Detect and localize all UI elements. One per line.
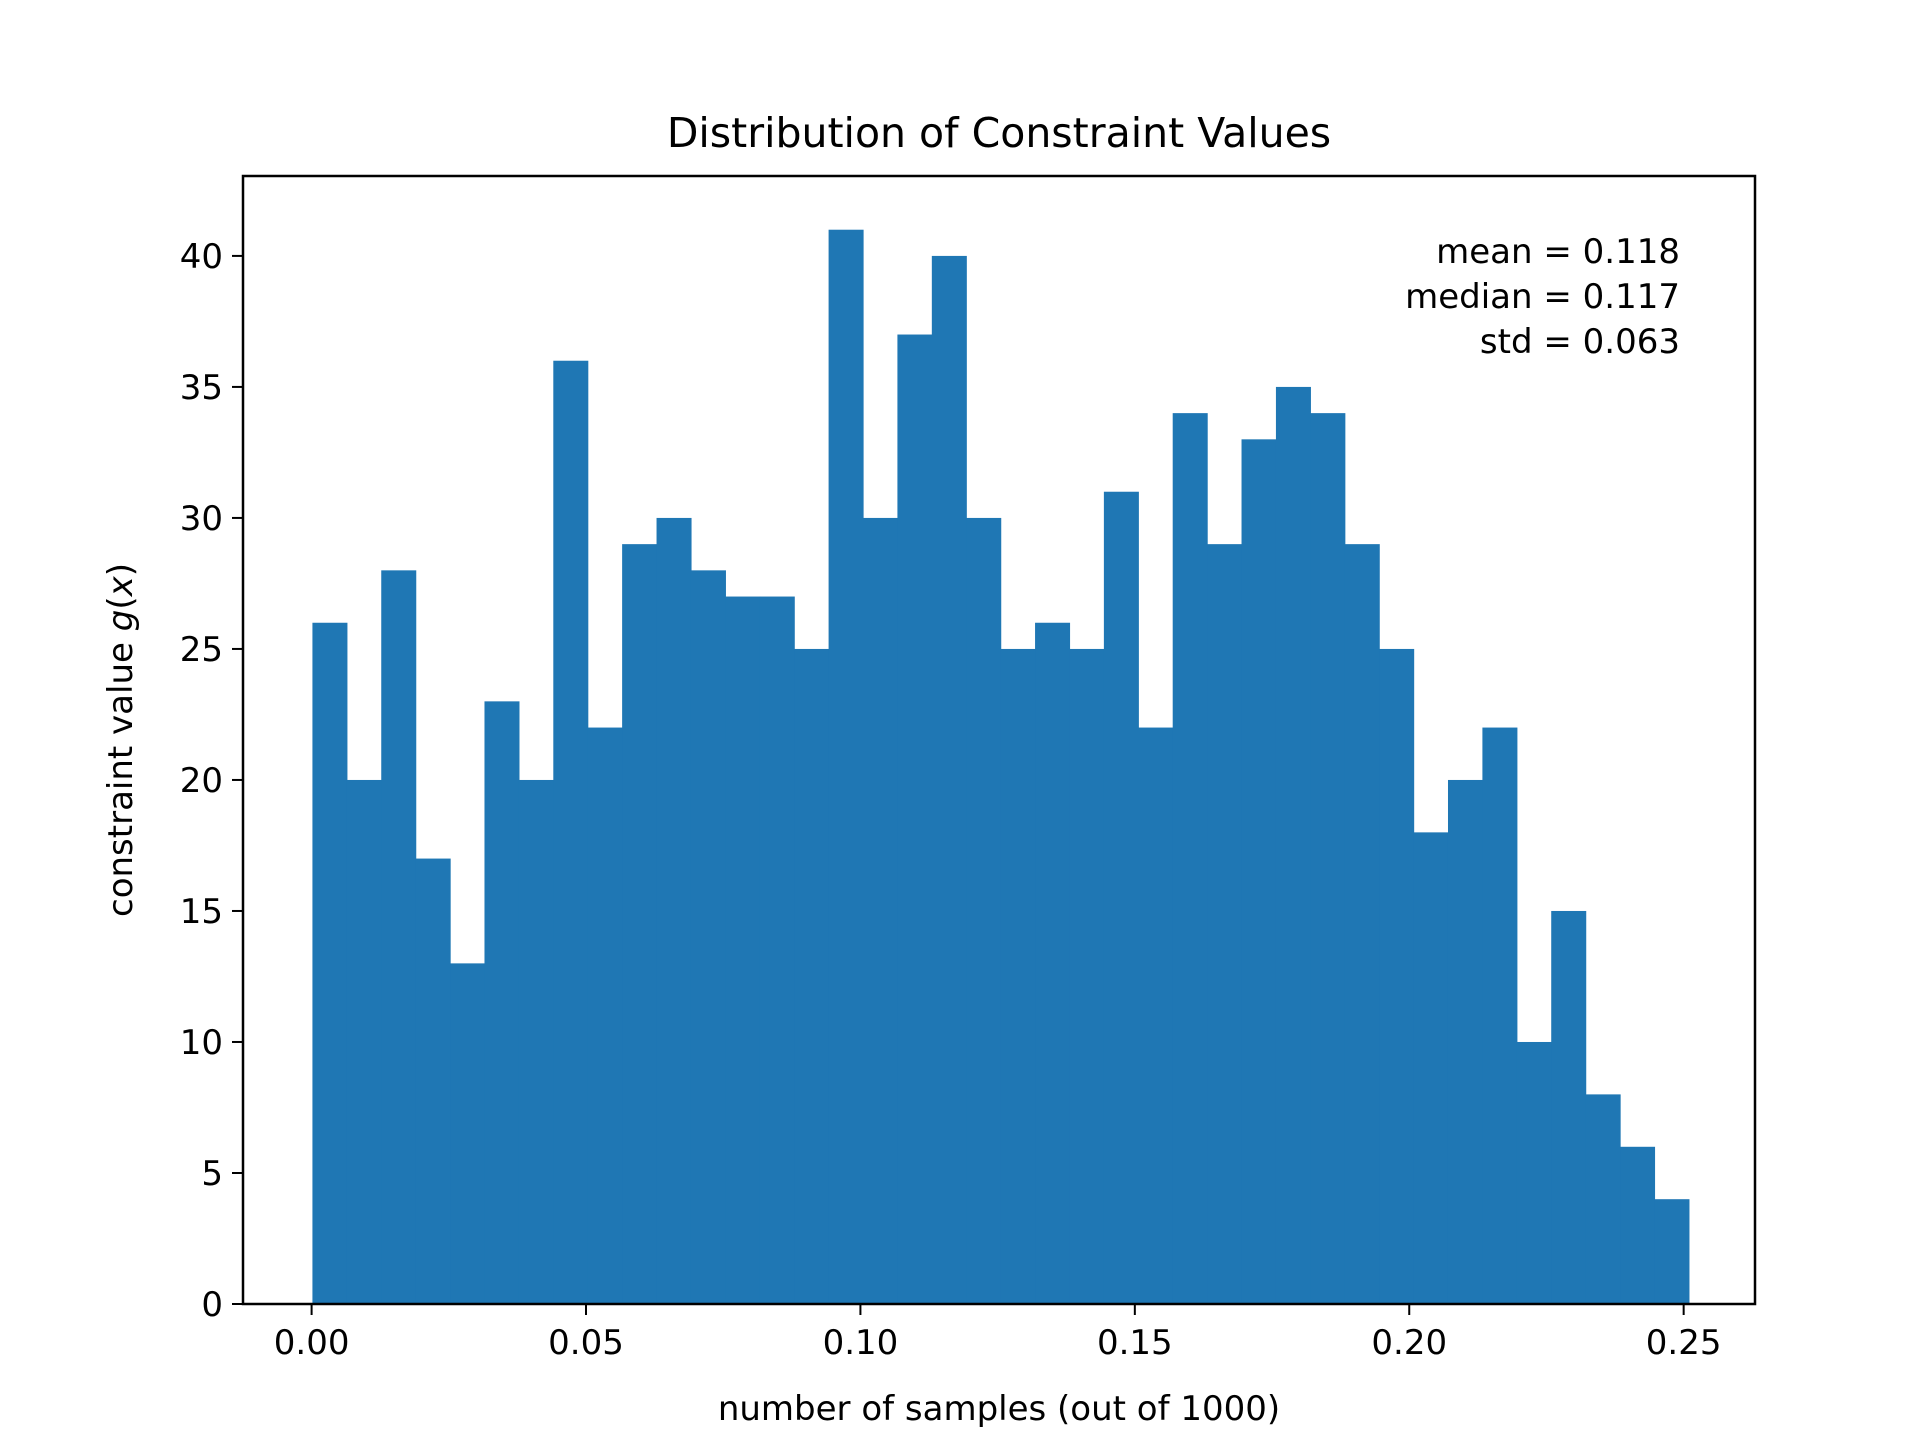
histogram-bar <box>518 779 554 1304</box>
y-axis-label-paren-close: ) <box>101 563 141 576</box>
histogram-bar <box>1551 910 1587 1304</box>
y-axis-label: constraint value g(x) <box>101 563 141 917</box>
histogram-bar <box>1620 1146 1656 1304</box>
y-tick-label: 10 <box>180 1023 223 1063</box>
y-tick-label: 0 <box>201 1285 223 1325</box>
stats-annotation: mean = 0.118 median = 0.117 std = 0.063 <box>1405 232 1680 362</box>
histogram-bar <box>1172 413 1208 1304</box>
histogram-bar <box>553 360 589 1304</box>
y-axis-label-math-x: x <box>101 575 141 597</box>
histogram-bar <box>484 701 520 1304</box>
histogram-bar <box>1069 648 1105 1304</box>
y-axis-label-prefix: constraint value <box>101 631 141 917</box>
chart-title: Distribution of Constraint Values <box>667 109 1331 157</box>
histogram-bar <box>1103 491 1139 1304</box>
histogram-bar <box>828 229 864 1305</box>
histogram-bar <box>966 517 1002 1304</box>
histogram-bar <box>1654 1199 1690 1304</box>
y-tick-label: 35 <box>180 368 223 408</box>
histogram-bar <box>1344 544 1380 1304</box>
y-axis-ticks: 0 5 10 15 20 25 30 35 40 <box>180 237 243 1325</box>
x-tick-label: 0.15 <box>1097 1323 1173 1363</box>
x-axis-label: number of samples (out of 1000) <box>718 1389 1280 1429</box>
stat-mean: mean = 0.118 <box>1436 232 1680 272</box>
histogram-bar <box>897 334 933 1304</box>
histogram-bars <box>312 229 1690 1305</box>
x-tick-label: 0.20 <box>1371 1323 1447 1363</box>
histogram-bar <box>863 517 899 1304</box>
histogram-bar <box>415 858 451 1304</box>
histogram-bar <box>931 255 967 1304</box>
histogram-bar <box>1516 1041 1552 1304</box>
x-axis-ticks: 0.00 0.05 0.10 0.15 0.20 0.25 <box>274 1304 1722 1363</box>
histogram-bar <box>690 570 726 1304</box>
y-tick-label: 40 <box>180 237 223 277</box>
x-tick-label: 0.05 <box>548 1323 624 1363</box>
y-axis-label-math-g: g <box>101 610 141 632</box>
x-tick-label: 0.25 <box>1646 1323 1722 1363</box>
histogram-bar <box>381 570 417 1304</box>
histogram-bar <box>1000 648 1036 1304</box>
stat-median: median = 0.117 <box>1405 277 1680 317</box>
x-tick-label: 0.00 <box>274 1323 350 1363</box>
histogram-bar <box>1413 832 1449 1304</box>
histogram-bar <box>759 596 795 1304</box>
histogram-bar <box>1379 648 1415 1304</box>
histogram-bar <box>1482 727 1518 1304</box>
histogram-bar <box>346 779 382 1304</box>
plot-frame <box>241 174 1757 1306</box>
stat-std: std = 0.063 <box>1480 322 1680 362</box>
histogram-bar <box>656 517 692 1304</box>
histogram-bar <box>587 727 623 1304</box>
histogram-bar <box>1035 622 1071 1304</box>
histogram-bar <box>1275 386 1311 1304</box>
histogram-bar <box>312 622 348 1304</box>
y-tick-label: 20 <box>180 761 223 801</box>
y-tick-label: 25 <box>180 630 223 670</box>
histogram-bar <box>622 544 658 1304</box>
y-tick-label: 5 <box>201 1154 223 1194</box>
histogram-bar <box>1241 439 1277 1304</box>
histogram-bar <box>1585 1094 1621 1304</box>
histogram-bar <box>1310 413 1346 1304</box>
histogram-bar <box>794 648 830 1304</box>
histogram-bar <box>1207 544 1243 1304</box>
histogram-bar <box>1447 779 1484 1304</box>
y-axis-label-paren-open: ( <box>101 596 141 609</box>
y-tick-label: 15 <box>180 892 223 932</box>
histogram-bar <box>725 596 761 1304</box>
y-tick-label: 30 <box>180 499 223 539</box>
histogram-bar <box>450 963 486 1304</box>
histogram-bar <box>1138 727 1174 1304</box>
x-tick-label: 0.10 <box>823 1323 899 1363</box>
